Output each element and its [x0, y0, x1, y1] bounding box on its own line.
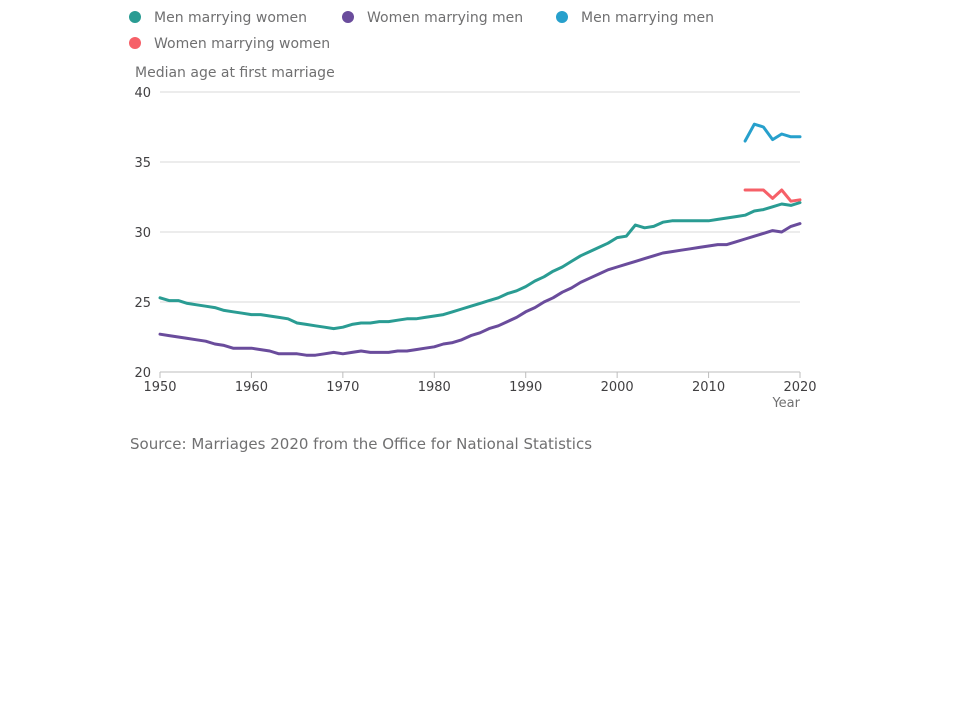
legend-label: Men marrying women [154, 10, 307, 26]
x-tick-label: 2020 [783, 380, 816, 395]
source-note: Source: Marriages 2020 from the Office f… [130, 435, 592, 453]
legend-swatch [129, 37, 141, 49]
legend-swatch [556, 11, 568, 23]
gridlines [160, 91, 800, 303]
legend: Men marrying women Women marrying men Men … [129, 10, 714, 52]
legend-label: Men marrying men [581, 10, 714, 26]
legend-label: Women marrying men [367, 10, 523, 26]
x-tick-label: 1970 [326, 380, 359, 395]
y-axis-label: Median age at first marriage [135, 65, 335, 81]
y-tick-label: 30 [134, 226, 151, 241]
series-lines [158, 122, 802, 357]
y-axis-ticks: 20 25 30 35 40 [134, 86, 151, 381]
y-tick-label: 35 [134, 156, 151, 171]
series-line [743, 122, 802, 143]
x-tick-label: 1980 [418, 380, 451, 395]
legend-swatch [129, 11, 141, 23]
x-tick-label: 2000 [601, 380, 634, 395]
series-line [743, 188, 802, 203]
legend-item: Women marrying men [342, 10, 523, 26]
y-tick-label: 20 [134, 366, 151, 381]
legend-item: Men marrying women [129, 10, 307, 26]
y-tick-label: 25 [134, 296, 151, 311]
x-axis: 1950 1960 1970 1980 1990 2000 2010 2020 [143, 371, 817, 395]
y-tick-label: 40 [134, 86, 151, 101]
legend-item: Men marrying men [556, 10, 714, 26]
x-tick-label: 1960 [235, 380, 268, 395]
x-tick-label: 2010 [692, 380, 725, 395]
x-tick-label: 1990 [509, 380, 542, 395]
legend-label: Women marrying women [154, 36, 330, 52]
legend-swatch [342, 11, 354, 23]
series-line [158, 201, 802, 331]
x-tick-label: 1950 [143, 380, 176, 395]
series-line [158, 222, 802, 357]
x-axis-label: Year [771, 396, 800, 411]
legend-item: Women marrying women [129, 36, 330, 52]
